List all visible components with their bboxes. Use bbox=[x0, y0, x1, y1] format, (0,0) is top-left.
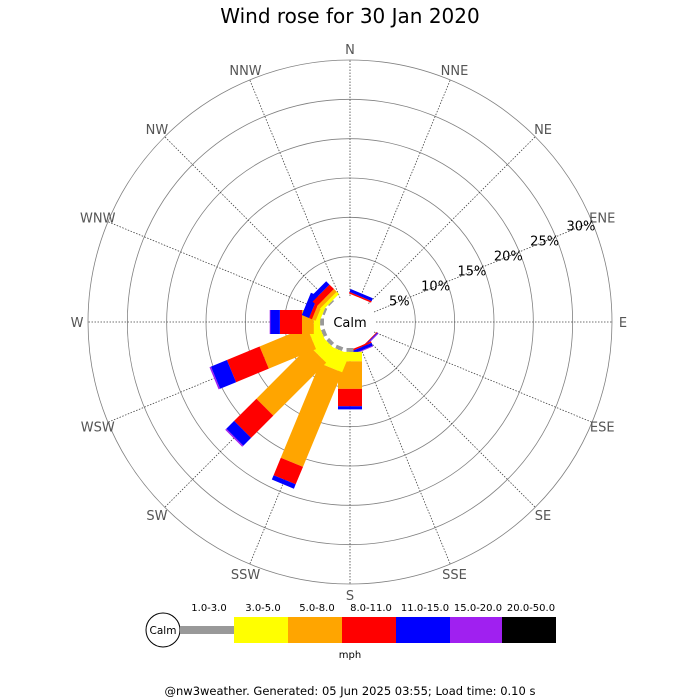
calm-center: Calm bbox=[324, 296, 376, 348]
direction-label-ese: ESE bbox=[590, 420, 615, 435]
bar-wsw-bin1 bbox=[321, 328, 328, 337]
ring-25 bbox=[126, 98, 574, 546]
bar-sw-bin1 bbox=[326, 337, 335, 346]
bar-nw-bin4 bbox=[312, 284, 334, 306]
chart-title: Wind rose for 30 Jan 2020 bbox=[220, 4, 480, 28]
bar-ssw-bin5 bbox=[271, 475, 296, 489]
ring-30 bbox=[87, 59, 613, 585]
direction-labels: N NNE NE ENE E ESE SE SSE S SSW SW WSW W WNW NW NNW bbox=[71, 43, 628, 604]
spoke-wnw bbox=[107, 221, 327, 313]
bar-ssw-bin3 bbox=[280, 363, 343, 467]
bar-sw-bin3 bbox=[256, 345, 327, 416]
spoke-sse bbox=[359, 345, 451, 565]
spoke-nne bbox=[359, 79, 451, 299]
bar-w-bin4 bbox=[279, 310, 302, 334]
spoke-nw bbox=[164, 136, 332, 304]
bar-w-bin1 bbox=[320, 318, 324, 326]
ring-label-5: 5% bbox=[389, 295, 410, 310]
direction-label-ene: ENE bbox=[589, 212, 615, 227]
speed-legend: Calm 1.0-3.0 3.0-5.0 5.0-8.0 8.0-11.0 11.0-15… bbox=[145, 603, 556, 661]
legend-swatch-7 bbox=[502, 617, 556, 643]
bar-sw-bin5 bbox=[226, 420, 252, 446]
bar-s-bin5 bbox=[338, 406, 362, 410]
ring-label-20: 20% bbox=[494, 249, 523, 264]
bar-nw-bin2 bbox=[319, 291, 339, 311]
bar-sw-bin4 bbox=[234, 398, 274, 438]
ring-percent-labels: 5% 10% 15% 20% 25% 30% bbox=[389, 219, 595, 309]
bar-w-bin6 bbox=[269, 310, 271, 334]
spoke-ese bbox=[373, 331, 593, 423]
bar-wsw-bin5 bbox=[210, 360, 237, 389]
bar-sse-bin4 bbox=[348, 341, 372, 353]
bar-wsw-bin6 bbox=[209, 366, 221, 390]
spoke-nnw bbox=[249, 79, 341, 299]
spoke-se bbox=[368, 340, 536, 508]
legend-range-label-3: 5.0-8.0 bbox=[299, 603, 334, 614]
bar-sw-bin6 bbox=[225, 428, 244, 447]
legend-swatch-2 bbox=[234, 617, 288, 643]
calm-circle bbox=[324, 296, 376, 348]
direction-label-wsw: WSW bbox=[81, 420, 115, 435]
bar-ssw-bin4 bbox=[273, 457, 303, 485]
direction-label-nw: NW bbox=[146, 123, 169, 138]
bar-wsw-bin4 bbox=[226, 346, 269, 383]
direction-label-se: SE bbox=[535, 509, 551, 524]
legend-swatch-4 bbox=[342, 617, 396, 643]
bar-nne-bin5 bbox=[349, 289, 373, 302]
bar-w-bin5 bbox=[270, 310, 280, 334]
legend-swatch-6 bbox=[450, 617, 502, 643]
direction-label-ssw: SSW bbox=[231, 568, 261, 583]
legend-range-label-1: 1.0-3.0 bbox=[191, 603, 226, 614]
ring-label-25: 25% bbox=[530, 234, 559, 249]
legend-range-label-6: 15.0-20.0 bbox=[454, 603, 502, 614]
direction-label-n: N bbox=[345, 43, 355, 58]
bar-ssw-bin1 bbox=[335, 344, 344, 351]
spoke-ene bbox=[373, 221, 593, 313]
direction-label-w: W bbox=[71, 316, 84, 331]
direction-label-wnw: WNW bbox=[80, 212, 116, 227]
legend-range-label-4: 8.0-11.0 bbox=[350, 603, 392, 614]
bar-s-bin3 bbox=[338, 361, 362, 389]
bar-nne-bin4 bbox=[348, 291, 372, 303]
legend-swatch-5 bbox=[396, 617, 450, 643]
bar-wsw-bin3 bbox=[259, 326, 316, 369]
legend-range-label-7: 20.0-50.0 bbox=[507, 603, 555, 614]
ring-label-15: 15% bbox=[457, 264, 486, 279]
bar-nw-bin5 bbox=[309, 281, 330, 302]
bar-wnw-bin1 bbox=[322, 307, 328, 316]
direction-label-sw: SW bbox=[146, 509, 167, 524]
bar-nw-bin3 bbox=[317, 289, 337, 309]
bar-s-bin1 bbox=[346, 348, 354, 352]
direction-label-e: E bbox=[619, 316, 627, 331]
bar-s-bin4 bbox=[338, 388, 362, 407]
legend-range-label-2: 3.0-5.0 bbox=[245, 603, 280, 614]
bar-nw-bin1 bbox=[328, 300, 335, 307]
legend-units-label: mph bbox=[339, 650, 361, 661]
ring-label-10: 10% bbox=[421, 280, 450, 295]
spoke-ne bbox=[368, 136, 536, 304]
footer-credit: @nw3weather. Generated: 05 Jun 2025 03:5… bbox=[164, 684, 536, 698]
direction-label-s: S bbox=[346, 589, 354, 604]
direction-label-nnw: NNW bbox=[229, 64, 261, 79]
legend-range-label-5: 11.0-15.0 bbox=[401, 603, 449, 614]
calm-label: Calm bbox=[333, 316, 366, 331]
legend-swatch-3 bbox=[288, 617, 342, 643]
legend-swatch-1 bbox=[180, 626, 234, 634]
direction-label-ne: NE bbox=[534, 123, 552, 138]
legend-calm-label: Calm bbox=[150, 625, 177, 637]
direction-label-sse: SSE bbox=[442, 568, 467, 583]
wind-bars bbox=[209, 281, 379, 489]
direction-label-nne: NNE bbox=[441, 64, 469, 79]
ring-label-30: 30% bbox=[567, 219, 596, 234]
